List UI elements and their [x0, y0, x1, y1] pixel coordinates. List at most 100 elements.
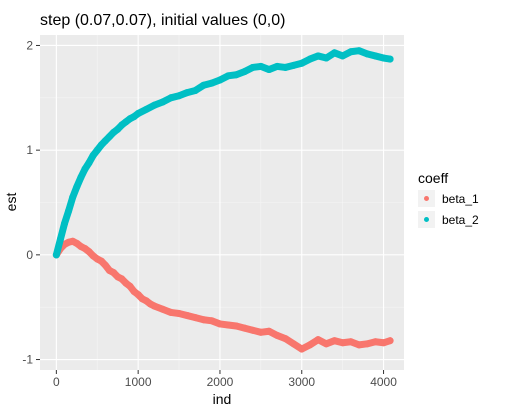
x-axis-title: ind — [213, 391, 232, 407]
data-point — [126, 282, 134, 290]
data-point — [183, 312, 191, 320]
y-tick-label: 0 — [26, 248, 33, 262]
legend-label-beta-2: beta_2 — [442, 213, 479, 227]
data-point — [249, 326, 257, 334]
y-tick-label: -1 — [22, 353, 33, 367]
data-point — [142, 105, 150, 113]
x-tick-label: 0 — [53, 375, 60, 389]
data-point — [224, 321, 232, 329]
y-axis-title: est — [3, 193, 19, 212]
data-point — [355, 341, 363, 349]
data-point — [183, 89, 191, 97]
data-point — [273, 62, 281, 70]
data-point — [298, 345, 306, 353]
data-point — [355, 47, 363, 55]
data-point — [101, 261, 109, 269]
data-point — [200, 316, 208, 324]
data-point — [61, 219, 69, 227]
data-point — [191, 314, 199, 322]
data-point — [167, 308, 175, 316]
data-point — [159, 98, 167, 106]
data-point — [257, 328, 265, 336]
data-point — [191, 86, 199, 94]
data-point — [306, 341, 314, 349]
x-tick-label: 3000 — [288, 375, 315, 389]
data-point — [65, 207, 73, 215]
data-point — [93, 146, 101, 154]
grid-minor — [40, 35, 404, 370]
data-point — [200, 81, 208, 89]
series-trace — [52, 47, 394, 259]
data-point — [208, 79, 216, 87]
data-point — [306, 55, 314, 63]
data-point — [363, 50, 371, 58]
data-point — [240, 324, 248, 332]
axis-ticks — [36, 44, 385, 374]
data-point — [216, 76, 224, 84]
data-point — [224, 72, 232, 80]
data-point — [339, 339, 347, 347]
data-point — [330, 49, 338, 57]
data-point — [77, 173, 85, 181]
data-point — [167, 94, 175, 102]
data-point — [386, 55, 394, 63]
grid-major — [40, 35, 404, 370]
data-point — [208, 317, 216, 325]
data-point — [81, 165, 89, 173]
x-tick-label: 4000 — [370, 375, 397, 389]
data-point — [322, 54, 330, 62]
data-point — [73, 183, 81, 191]
data-point — [347, 48, 355, 56]
legend-title: coeff — [418, 170, 448, 186]
data-point — [232, 322, 240, 330]
data-point — [281, 63, 289, 71]
x-tick-label: 2000 — [207, 375, 234, 389]
data-point — [314, 336, 322, 344]
data-point — [159, 305, 167, 313]
data-point — [52, 251, 60, 259]
data-point — [322, 340, 330, 348]
data-point — [151, 101, 159, 109]
axis-tick-labels: 0 1000 2000 3000 4000 -1 0 1 2 — [22, 38, 397, 389]
data-point — [314, 52, 322, 60]
x-tick-label: 1000 — [125, 375, 152, 389]
data-point — [257, 62, 265, 70]
data-point — [363, 340, 371, 348]
data-point — [386, 337, 394, 345]
y-tick-label: 2 — [26, 38, 33, 52]
data-point — [380, 54, 388, 62]
legend-key-beta-1 — [424, 196, 429, 201]
series-beta-2 — [52, 47, 394, 259]
legend: coeff beta_1 beta_2 — [418, 170, 479, 228]
series-layer — [52, 47, 394, 353]
data-point — [134, 110, 142, 118]
data-point — [281, 335, 289, 343]
data-point — [56, 235, 64, 243]
data-point — [347, 338, 355, 346]
data-point — [265, 66, 273, 74]
legend-label-beta-1: beta_1 — [442, 192, 479, 206]
data-point — [330, 337, 338, 345]
data-point — [339, 52, 347, 60]
data-point — [265, 327, 273, 335]
data-point — [371, 52, 379, 60]
data-point — [371, 338, 379, 346]
data-point — [85, 159, 93, 167]
data-point — [216, 320, 224, 328]
data-point — [151, 302, 159, 310]
data-point — [249, 63, 257, 71]
y-tick-label: 1 — [26, 143, 33, 157]
data-point — [380, 339, 388, 347]
chart-title: step (0.07,0.07), initial values (0,0) — [40, 12, 285, 29]
data-point — [290, 61, 298, 69]
data-point — [240, 68, 248, 76]
data-point — [175, 92, 183, 100]
data-point — [290, 340, 298, 348]
data-point — [175, 309, 183, 317]
legend-key-beta-2 — [424, 217, 429, 222]
data-point — [273, 331, 281, 339]
data-point — [232, 71, 240, 79]
data-point — [298, 59, 306, 67]
data-point — [89, 151, 97, 159]
